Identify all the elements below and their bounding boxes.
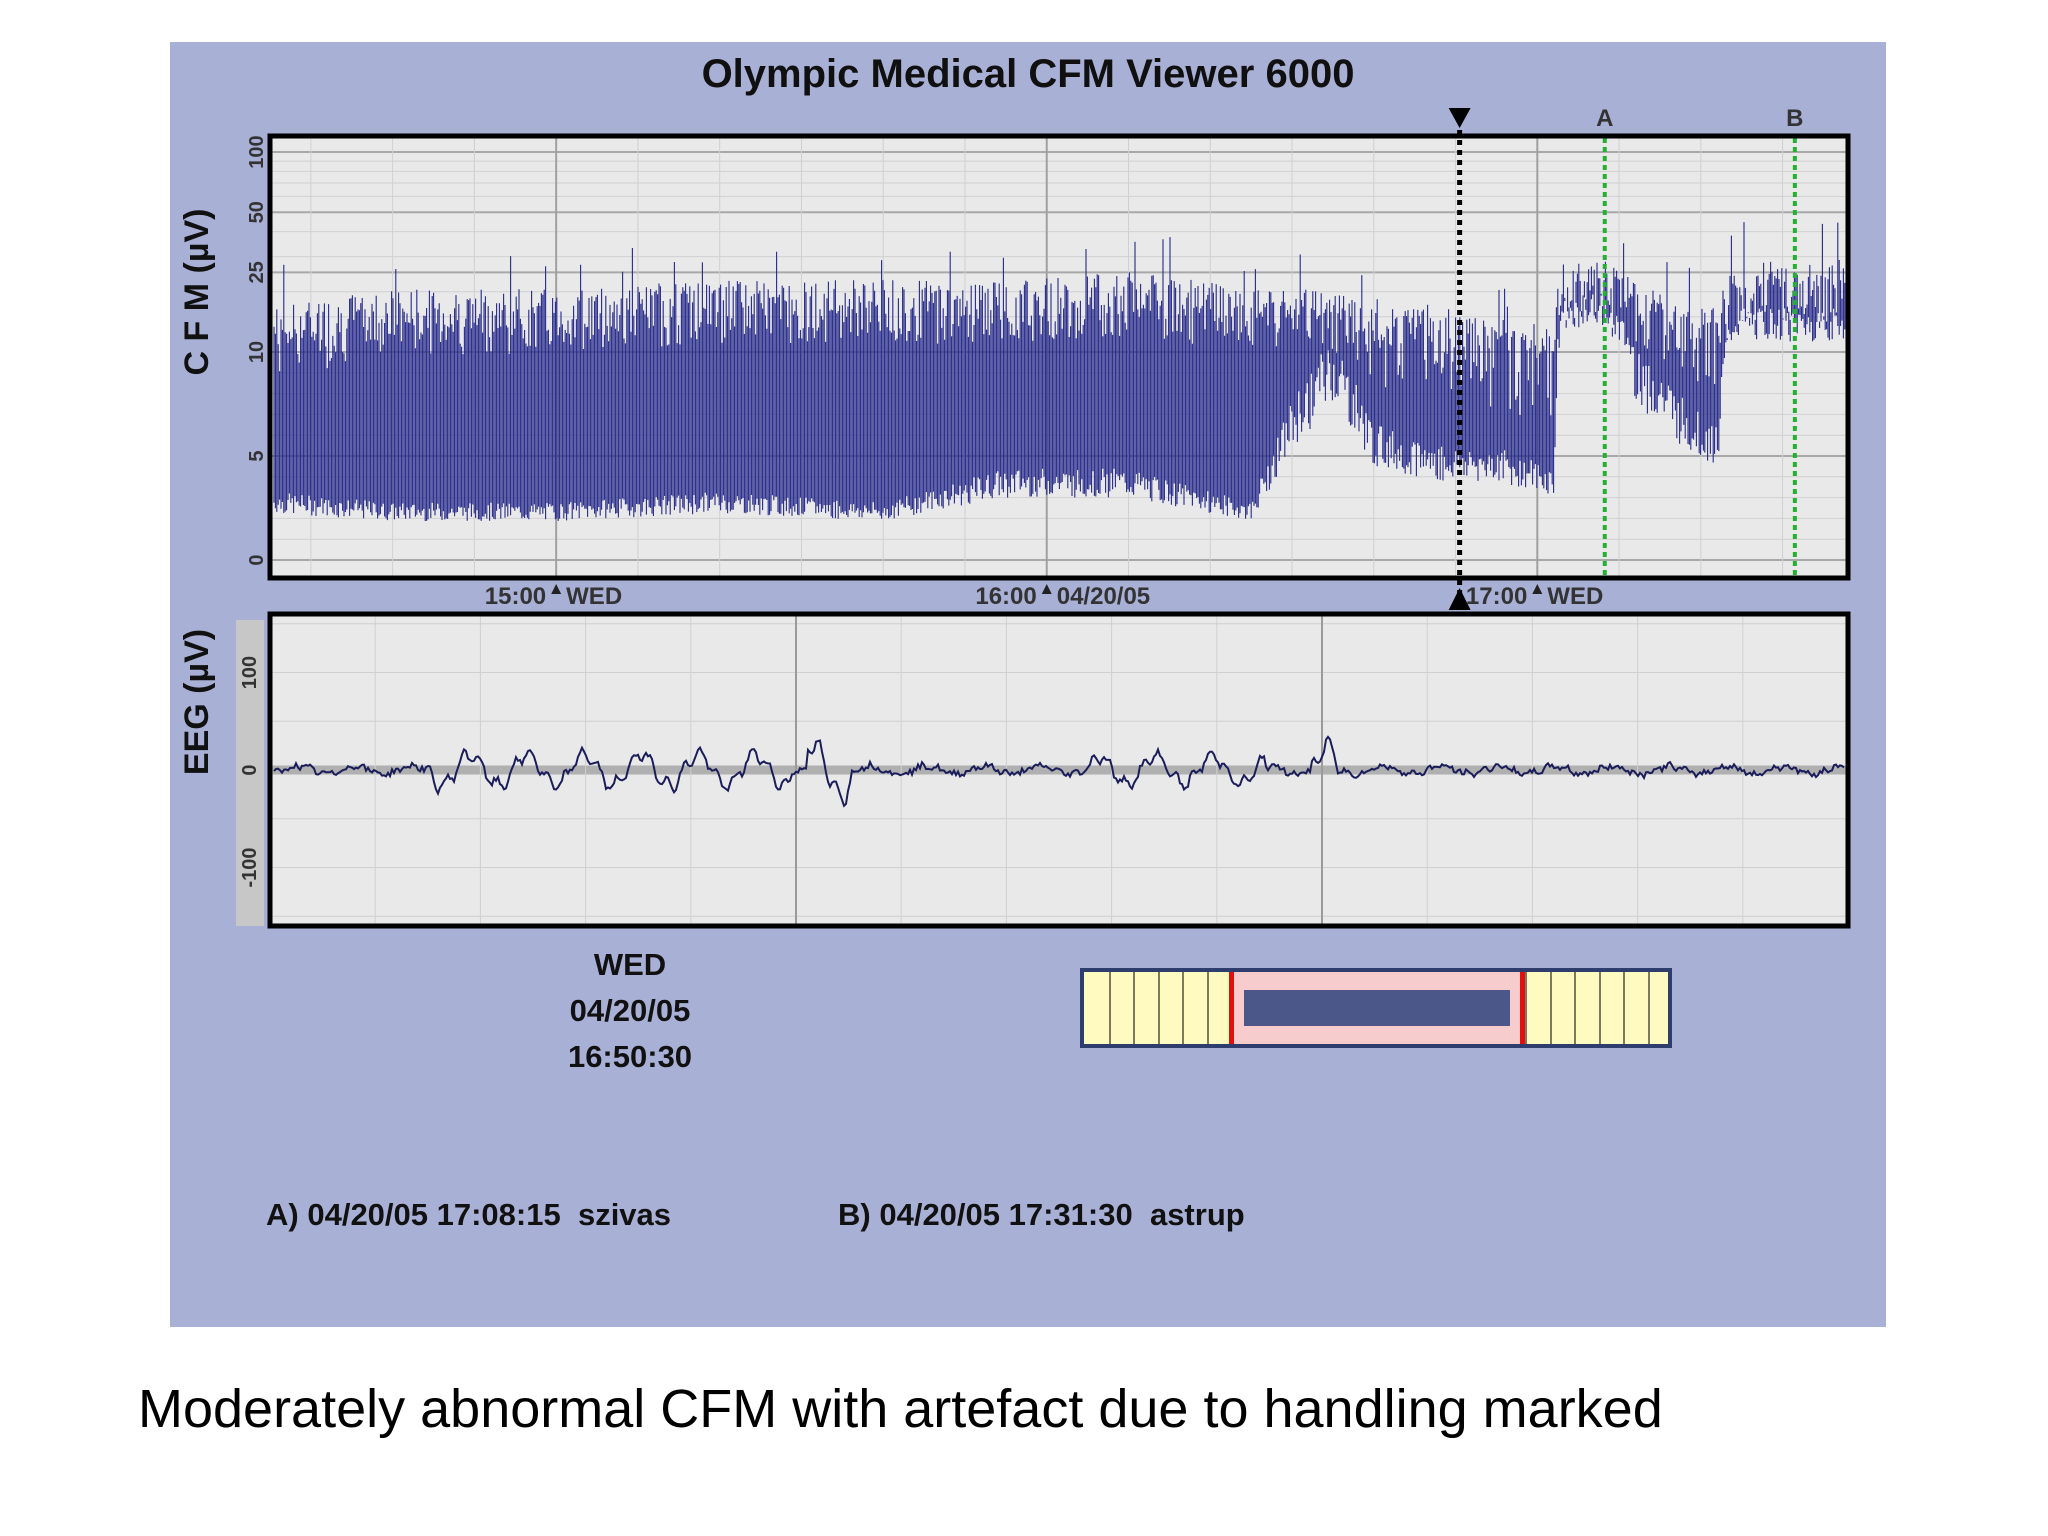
cursor-up-triangle-icon[interactable] — [1448, 588, 1471, 610]
eeg-y-tick-0: 0 — [239, 764, 261, 775]
timeline-segment-divider — [1157, 972, 1160, 1044]
current-day: WED — [593, 947, 667, 982]
timeline-view-window[interactable] — [1229, 972, 1525, 1044]
cfm-chart: 0 5 10 25 50 100 15:00 WED 16:00 04/20/05 17:00 WE… — [246, 105, 1851, 610]
timeline-segment-divider — [1623, 972, 1625, 1044]
eeg-plot-frame — [267, 611, 1851, 929]
timeline-segment-divider — [1647, 972, 1650, 1044]
cfm-x-tick-label: 15:00 — [485, 583, 546, 610]
slide-caption: Moderately abnormal CFM with artefact du… — [138, 1379, 1663, 1439]
cfm-y-tick-50: 50 — [246, 201, 268, 223]
cfm-y-ticks: 0 5 10 25 50 100 — [246, 135, 268, 565]
current-date: 04/20/05 — [569, 993, 691, 1028]
annotation-b-timestamp: 04/20/05 17:31:30 — [879, 1197, 1133, 1232]
timeline-segment-divider — [1574, 972, 1576, 1044]
cfm-y-tick-10: 10 — [246, 341, 268, 363]
timeline-segment-divider — [1182, 972, 1184, 1044]
cfm-y-tick-0: 0 — [246, 554, 268, 565]
viewer-panel: Olympic Medical CFM Viewer 6000 0 5 10 25 50… — [170, 42, 1886, 1327]
cfm-x-tick-label: 16:00 — [975, 583, 1036, 610]
marker-label-b: B — [1786, 105, 1803, 132]
eeg-y-tick-100: 100 — [239, 656, 261, 689]
viewer-title: Olympic Medical CFM Viewer 6000 — [701, 52, 1355, 96]
timeline-scroll-thumb[interactable] — [1244, 990, 1510, 1026]
cfm-x-tick-label: 17:00 — [1466, 583, 1527, 610]
cfm-x-tick-2: 17:00 WED — [1466, 583, 1603, 610]
cfm-trace-strokes — [273, 222, 1846, 521]
cfm-y-axis-label: C F M (µV) — [178, 208, 216, 376]
eeg-y-ticks: -100 0 100 — [239, 656, 261, 888]
annotation-a-label: A) — [266, 1197, 299, 1232]
cfm-x-tick-sublabel: WED — [566, 583, 622, 610]
eeg-y-axis-label: EEG (µV) — [178, 628, 216, 776]
current-time-readout: WED 04/20/05 16:50:30 — [540, 942, 720, 1080]
annotation-a: A) 04/20/05 17:08:15 szivas — [266, 1197, 671, 1233]
annotation-b-user: astrup — [1149, 1197, 1245, 1232]
tick-caret-icon — [1532, 584, 1543, 594]
cfm-x-tick-sublabel: 04/20/05 — [1057, 583, 1150, 610]
annotation-b-label: B) — [838, 1197, 871, 1232]
tick-caret-icon — [1041, 584, 1052, 594]
eeg-y-tick--100: -100 — [239, 847, 261, 887]
timeline-segment-divider — [1549, 972, 1552, 1044]
annotation-a-timestamp: 04/20/05 17:08:15 — [307, 1197, 561, 1232]
timeline-segment-divider — [1108, 972, 1111, 1044]
timeline-segment-divider — [1206, 972, 1209, 1044]
annotation-a-user: szivas — [577, 1197, 672, 1232]
timeline-segment-divider — [1598, 972, 1601, 1044]
annotation-b: B) 04/20/05 17:31:30 astrup — [838, 1197, 1245, 1233]
cfm-x-tick-1: 16:00 04/20/05 — [975, 583, 1150, 610]
cfm-y-tick-25: 25 — [246, 261, 268, 283]
eeg-trace — [273, 735, 1845, 808]
timeline-segment-divider — [1525, 972, 1527, 1044]
timeline-navigator[interactable] — [1080, 968, 1672, 1048]
cfm-x-tick-sublabel: WED — [1547, 583, 1603, 610]
cfm-y-tick-5: 5 — [246, 450, 268, 461]
eeg-chart: -100 0 100 — [236, 611, 1851, 929]
cfm-trace — [273, 222, 1846, 521]
cursor-down-triangle-icon[interactable] — [1448, 108, 1471, 128]
eeg-scale-strip — [236, 620, 264, 926]
cfm-plot-frame — [267, 133, 1851, 581]
tick-caret-icon — [551, 584, 562, 594]
cfm-x-ticks: 15:00 WED 16:00 04/20/05 17:00 WED — [485, 583, 1604, 610]
timeline-segment-divider — [1133, 972, 1135, 1044]
marker-label-a: A — [1596, 105, 1613, 132]
current-time: 16:50:30 — [567, 1039, 693, 1074]
cfm-x-tick-0: 15:00 WED — [485, 583, 622, 610]
cfm-y-tick-100: 100 — [246, 135, 268, 168]
